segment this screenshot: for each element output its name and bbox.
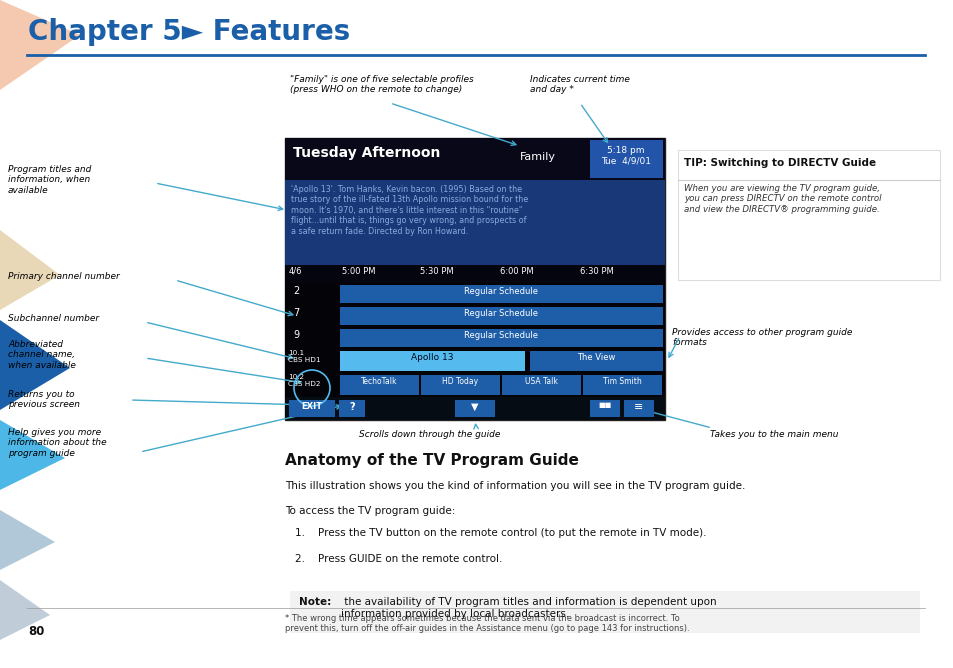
Text: Tuesday Afternoon: Tuesday Afternoon (293, 146, 440, 160)
Text: Family: Family (519, 152, 556, 162)
Text: 2.    Press GUIDE on the remote control.: 2. Press GUIDE on the remote control. (294, 554, 502, 564)
Text: 'Apollo 13'. Tom Hanks, Kevin bacon. (1995) Based on the
true story of the ill-f: 'Apollo 13'. Tom Hanks, Kevin bacon. (19… (291, 185, 528, 236)
Bar (455, 400, 495, 417)
Text: Provides access to other program guide
formats: Provides access to other program guide f… (671, 328, 851, 347)
Text: This illustration shows you the kind of information you will see in the TV progr: This illustration shows you the kind of … (285, 481, 744, 491)
Text: ■■: ■■ (598, 402, 611, 408)
Text: Help gives you more
information about the
program guide: Help gives you more information about th… (8, 428, 107, 458)
Bar (623, 400, 654, 417)
Text: the availability of TV program titles and information is dependent upon
informat: the availability of TV program titles an… (340, 597, 716, 619)
Bar (582, 375, 661, 395)
Bar (285, 138, 664, 180)
Bar (285, 373, 664, 397)
Bar (589, 140, 662, 178)
Text: Tim Smith: Tim Smith (602, 377, 640, 386)
Text: ?: ? (349, 402, 355, 412)
Text: Anatomy of the TV Program Guide: Anatomy of the TV Program Guide (285, 453, 578, 468)
Text: Regular Schedule: Regular Schedule (463, 309, 537, 318)
Text: Returns you to
previous screen: Returns you to previous screen (8, 390, 80, 409)
Text: Program titles and
information, when
available: Program titles and information, when ava… (8, 165, 91, 195)
Polygon shape (0, 510, 55, 570)
Bar (589, 400, 619, 417)
Bar (289, 400, 335, 417)
Text: USA Talk: USA Talk (524, 377, 557, 386)
Text: Abbreviated
channel name,
when available: Abbreviated channel name, when available (8, 340, 76, 370)
Text: Regular Schedule: Regular Schedule (463, 331, 537, 340)
Text: 10.2
CBS HD2: 10.2 CBS HD2 (288, 374, 320, 387)
Bar (290, 591, 919, 633)
Bar (420, 375, 499, 395)
Bar (339, 285, 662, 303)
Text: 9: 9 (293, 330, 299, 340)
Text: ▼: ▼ (471, 402, 478, 412)
Text: To access the TV program guide:: To access the TV program guide: (285, 506, 455, 516)
Polygon shape (0, 320, 70, 410)
Polygon shape (0, 580, 50, 640)
Text: When you are viewing the TV program guide,
you can press DIRECTV on the remote c: When you are viewing the TV program guid… (683, 184, 881, 214)
Text: Scrolls down through the guide: Scrolls down through the guide (359, 430, 500, 439)
Text: EXIT: EXIT (301, 402, 322, 411)
Bar (285, 397, 664, 420)
Text: Apollo 13: Apollo 13 (411, 353, 453, 362)
Text: 10.1
CBS HD1: 10.1 CBS HD1 (288, 350, 320, 363)
Bar (530, 351, 662, 371)
Bar (285, 138, 664, 420)
Text: Takes you to the main menu: Takes you to the main menu (709, 430, 838, 439)
Text: 4/6: 4/6 (289, 267, 302, 276)
Bar (285, 327, 664, 349)
Text: 5:18 pm
Tue  4/9/01: 5:18 pm Tue 4/9/01 (600, 146, 650, 166)
Text: TechoTalk: TechoTalk (360, 377, 396, 386)
Bar (285, 349, 664, 373)
Polygon shape (0, 420, 65, 490)
Text: HD Today: HD Today (441, 377, 477, 386)
Text: Chapter 5► Features: Chapter 5► Features (28, 18, 350, 46)
Text: 80: 80 (28, 625, 45, 638)
Bar (339, 375, 418, 395)
Text: TIP: Switching to DIRECTV Guide: TIP: Switching to DIRECTV Guide (683, 158, 875, 168)
Text: Indicates current time
and day *: Indicates current time and day * (530, 75, 629, 94)
Bar (339, 307, 662, 325)
Text: Note:: Note: (298, 597, 331, 607)
Text: 7: 7 (293, 308, 299, 318)
Text: 5:30 PM: 5:30 PM (419, 267, 453, 276)
Bar (339, 329, 662, 347)
Text: * The wrong time appears sometimes because the data sent via the broadcast is in: * The wrong time appears sometimes becau… (285, 614, 689, 633)
Text: 6:30 PM: 6:30 PM (579, 267, 613, 276)
Text: 2: 2 (293, 286, 299, 296)
Text: Subchannel number: Subchannel number (8, 314, 99, 323)
Text: ≡: ≡ (634, 402, 643, 412)
Bar (501, 375, 580, 395)
Polygon shape (0, 230, 60, 310)
Text: "Family" is one of five selectable profiles
(press WHO on the remote to change): "Family" is one of five selectable profi… (290, 75, 474, 94)
Bar (678, 150, 939, 280)
Polygon shape (0, 0, 80, 90)
Text: Regular Schedule: Regular Schedule (463, 287, 537, 296)
Bar (339, 351, 524, 371)
Bar (285, 180, 664, 265)
Bar (338, 400, 365, 417)
Bar (285, 305, 664, 327)
Text: The View: The View (577, 353, 615, 362)
Text: 5:00 PM: 5:00 PM (341, 267, 375, 276)
Bar (285, 283, 664, 305)
Text: Primary channel number: Primary channel number (8, 272, 120, 281)
Bar (285, 265, 664, 283)
Text: 6:00 PM: 6:00 PM (499, 267, 533, 276)
Text: 1.    Press the TV button on the remote control (to put the remote in TV mode).: 1. Press the TV button on the remote con… (294, 528, 706, 538)
